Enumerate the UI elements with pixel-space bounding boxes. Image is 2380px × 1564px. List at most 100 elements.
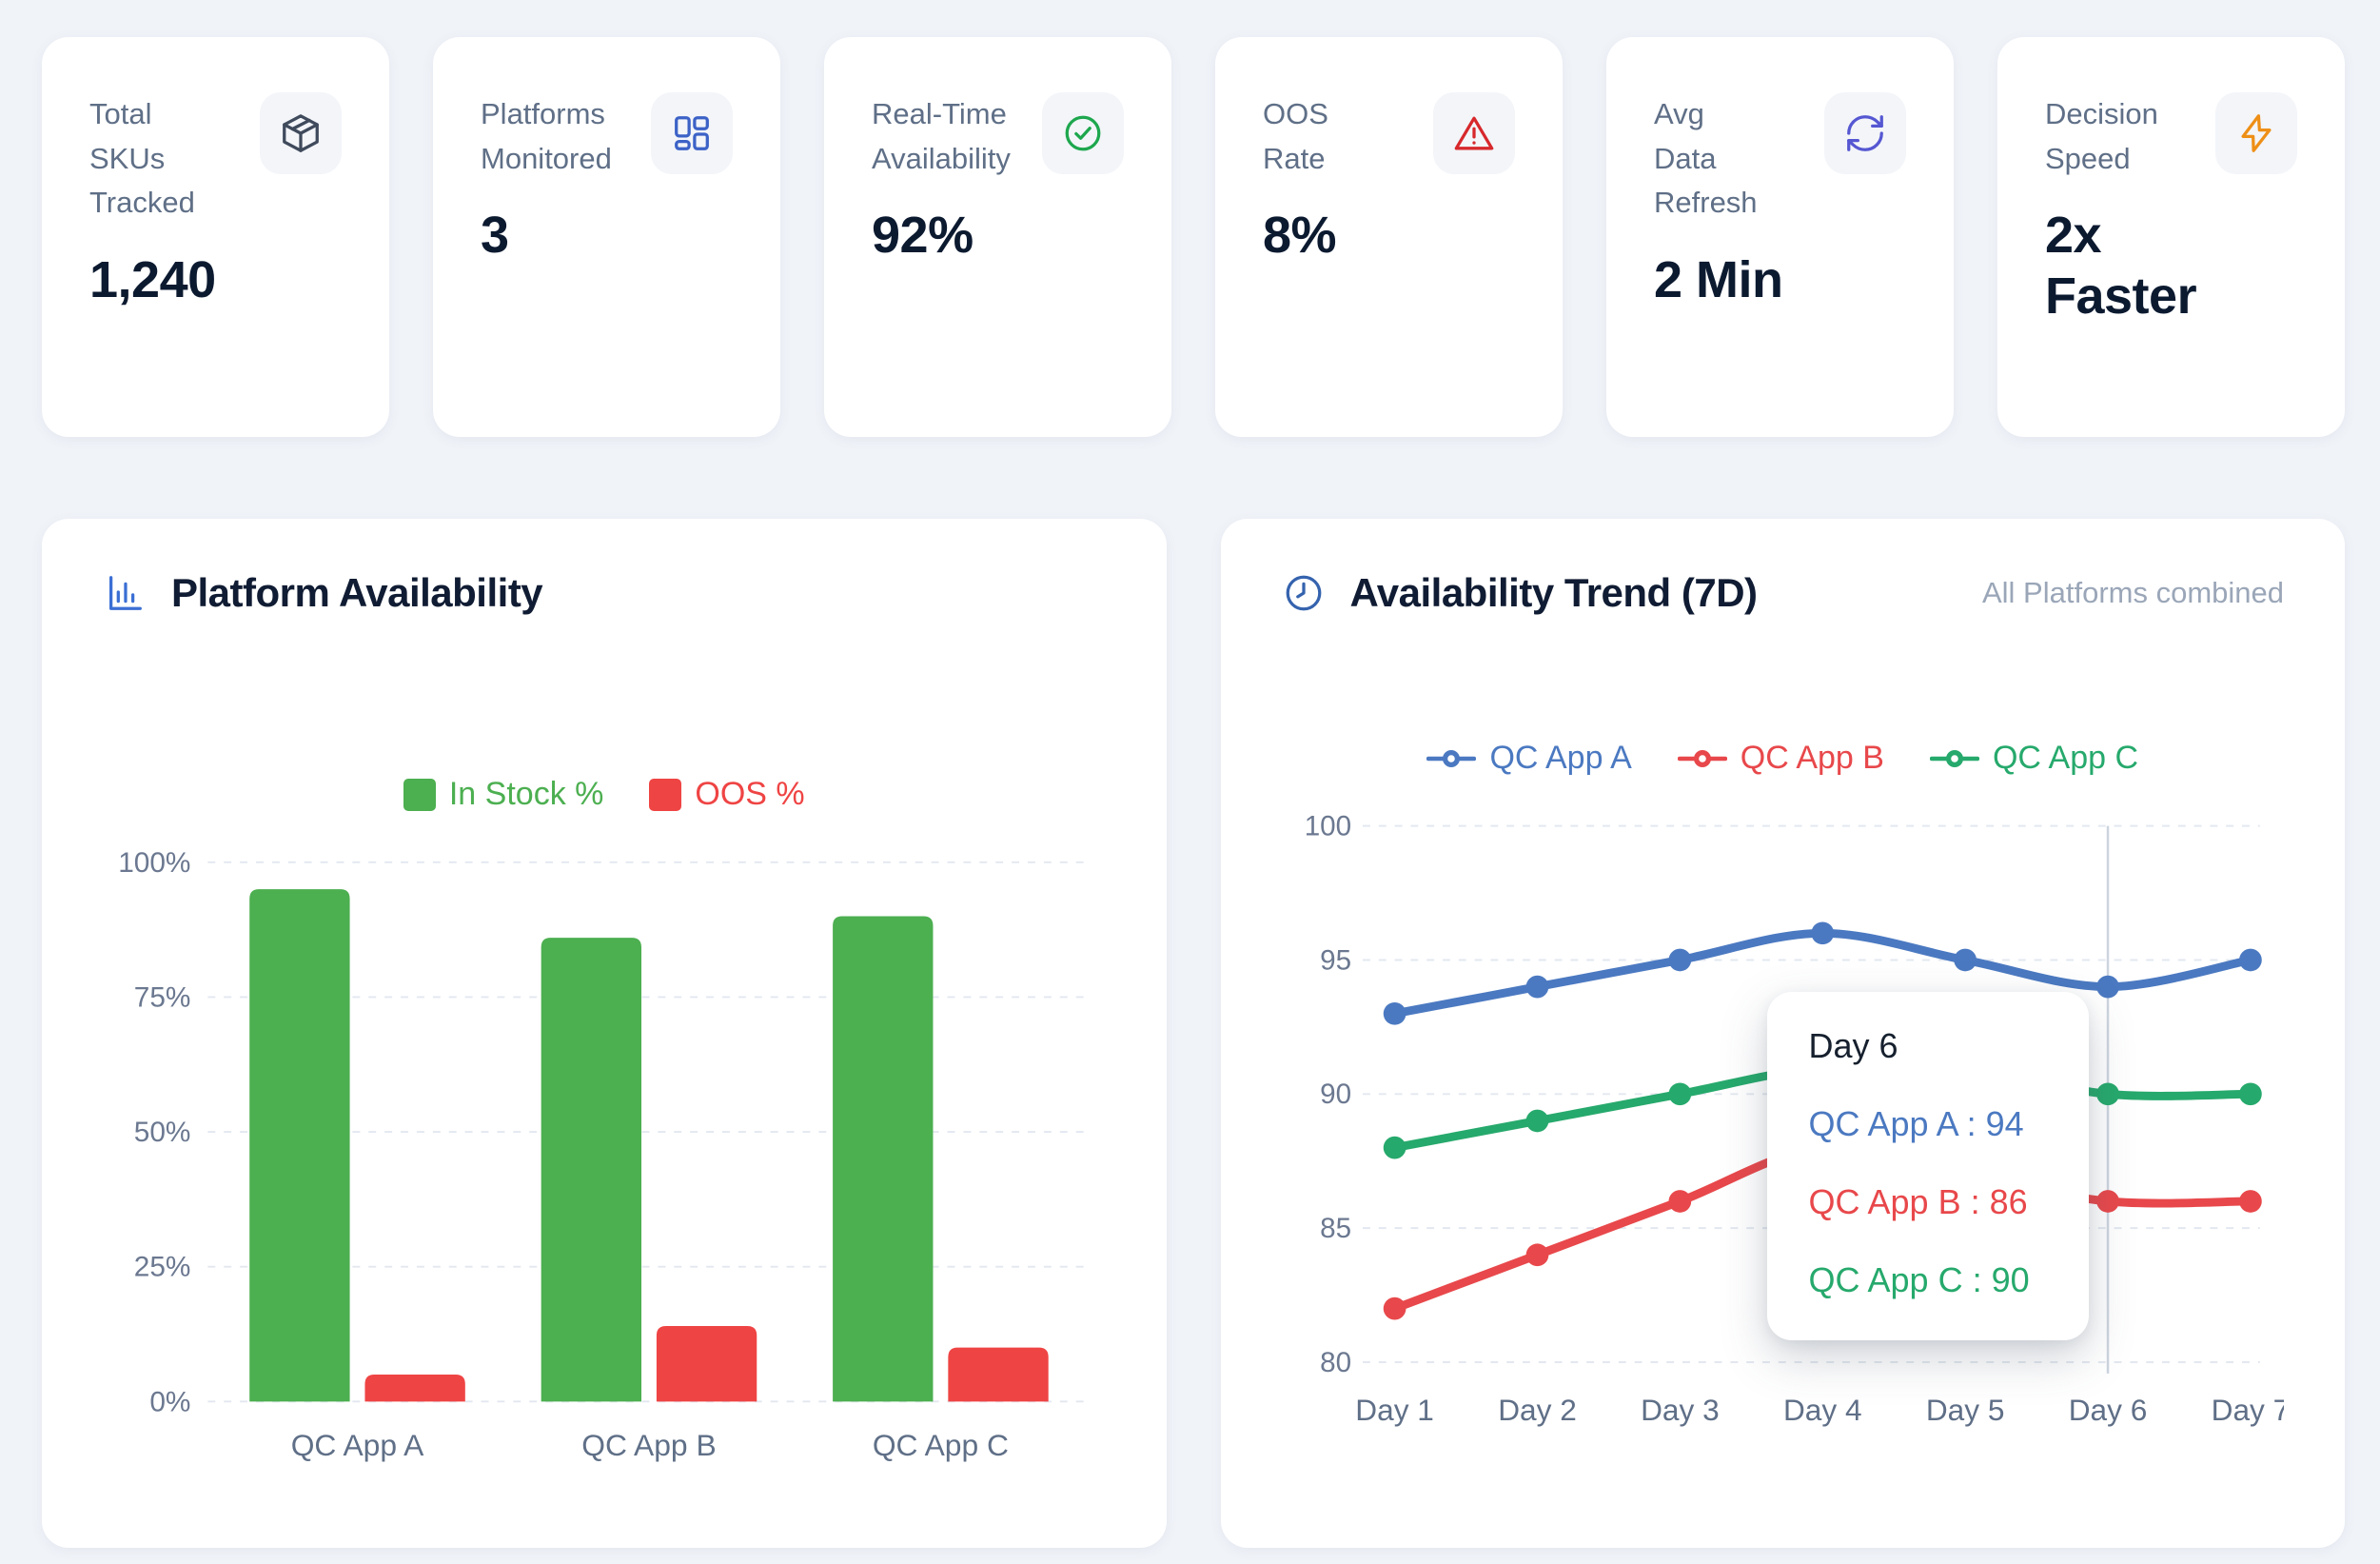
kpi-label-platforms-monitored: Platforms Monitored — [481, 97, 612, 175]
legend-item-qc-app-c[interactable]: QC App C — [1929, 740, 2139, 777]
point-qc-app-a-day-4[interactable] — [1810, 921, 1834, 945]
kpi-value-total-skus-tracked: 1,240 — [89, 250, 216, 308]
legend-item-qc-app-a[interactable]: QC App A — [1426, 740, 1632, 777]
kpi-label-total-skus-tracked: Total SKUs Tracked — [89, 97, 195, 219]
x-axis-label-day-3: Day 3 — [1641, 1393, 1720, 1427]
point-qc-app-a-day-3[interactable] — [1668, 948, 1691, 972]
legend-item-oos[interactable]: OOS % — [649, 776, 805, 813]
charts-row: Platform Availability In Stock % OOS % 0%… — [42, 519, 2345, 1548]
kpi-icon-chip — [260, 92, 342, 174]
legend-label: QC App C — [1992, 740, 2139, 776]
kpi-top: Avg Data Refresh — [1654, 92, 1906, 226]
kpi-icon-chip — [1824, 92, 1906, 174]
x-axis-label-day-6: Day 6 — [2068, 1393, 2147, 1427]
kpi-card-oos-rate: OOS Rate 8% — [1215, 37, 1563, 437]
x-axis-label-day-5: Day 5 — [1925, 1393, 2004, 1427]
kpi-value-avg-data-refresh: 2 Min — [1654, 250, 1783, 308]
bar-oos-qc-app-b[interactable] — [656, 1326, 757, 1402]
x-axis-label-day-1: Day 1 — [1355, 1393, 1434, 1427]
legend-item-in-stock[interactable]: In Stock % — [403, 776, 604, 813]
kpi-value-real-time-availability: 92% — [872, 207, 974, 264]
kpi-row: Total SKUs Tracked 1,240 Platforms Monitor… — [42, 37, 2345, 437]
tooltip-rows: QC App A : 94 QC App B : 86 QC App C : 90 — [1809, 1104, 2047, 1300]
kpi-top: Real-Time Availability — [872, 92, 1124, 181]
y-tick-label: 75% — [134, 981, 191, 1013]
kpi-card-platforms-monitored: Platforms Monitored 3 — [433, 37, 780, 437]
kpi-value-oos-rate: 8% — [1263, 207, 1337, 264]
point-qc-app-a-day-1[interactable] — [1383, 1001, 1406, 1025]
point-qc-app-b-day-2[interactable] — [1525, 1243, 1548, 1267]
kpi-top: Decision Speed — [2045, 92, 2297, 181]
x-axis-label-day-7: Day 7 — [2211, 1393, 2284, 1427]
bar-in-stock-qc-app-b[interactable] — [541, 938, 642, 1402]
x-axis-label-qc-app-b: QC App B — [581, 1428, 716, 1462]
chart-card-platform-availability: Platform Availability In Stock % OOS % 0%… — [42, 519, 1167, 1548]
bar-chart-legend: In Stock % OOS % — [103, 776, 1106, 813]
legend-item-qc-app-b[interactable]: QC App B — [1677, 740, 1884, 777]
grid-icon — [670, 111, 714, 155]
line-chart-wrap: 80 85 90 95 100 Day 1 Day 2 Day 3 Day 4 Day 5 Day … — [1282, 798, 2284, 1456]
legend-label: OOS % — [695, 776, 805, 812]
point-qc-app-c-day-6[interactable] — [2095, 1082, 2119, 1106]
y-tick-label: 90 — [1320, 1079, 1351, 1110]
point-qc-app-c-day-2[interactable] — [1525, 1109, 1548, 1133]
point-qc-app-a-day-7[interactable] — [2238, 948, 2262, 972]
chart-card-availability-trend: Availability Trend (7D) All Platforms co… — [1220, 519, 2345, 1548]
point-qc-app-c-day-7[interactable] — [2238, 1082, 2262, 1106]
line-legend-marker — [1426, 749, 1477, 767]
y-tick-label: 50% — [134, 1117, 191, 1148]
point-qc-app-b-day-6[interactable] — [2095, 1190, 2119, 1213]
platform-availability-chart[interactable]: 0% 25% 50% 75% 100% QC App A QC App B QC App C — [103, 834, 1106, 1496]
y-tick-label: 100% — [118, 847, 190, 879]
kpi-top: Platforms Monitored — [481, 92, 733, 181]
legend-swatch-oos — [649, 778, 682, 811]
kpi-card-total-skus-tracked: Total SKUs Tracked 1,240 — [42, 37, 389, 437]
kpi-card-real-time-availability: Real-Time Availability 92% — [824, 37, 1171, 437]
y-tick-label: 25% — [134, 1252, 191, 1283]
point-qc-app-c-day-1[interactable] — [1383, 1136, 1406, 1159]
kpi-value-decision-speed: 2x Faster — [2045, 207, 2197, 325]
kpi-label-avg-data-refresh: Avg Data Refresh — [1654, 97, 1758, 219]
line-legend-marker — [1929, 749, 1979, 767]
bar-in-stock-qc-app-a[interactable] — [249, 889, 350, 1402]
kpi-label-oos-rate: OOS Rate — [1263, 97, 1328, 175]
point-qc-app-a-day-6[interactable] — [2095, 975, 2119, 999]
kpi-icon-chip — [651, 92, 733, 174]
point-qc-app-a-day-5[interactable] — [1953, 948, 1977, 972]
kpi-top: OOS Rate — [1263, 92, 1515, 181]
x-axis-label-qc-app-a: QC App A — [291, 1428, 424, 1462]
availability-trend-header: Availability Trend (7D) All Platforms co… — [1282, 570, 2284, 616]
platform-availability-title: Platform Availability — [171, 570, 543, 615]
y-tick-label: 80 — [1320, 1347, 1351, 1378]
point-qc-app-a-day-2[interactable] — [1525, 975, 1548, 999]
alert-triangle-icon — [1452, 111, 1496, 155]
point-qc-app-b-day-3[interactable] — [1668, 1190, 1691, 1213]
point-qc-app-b-day-1[interactable] — [1383, 1297, 1406, 1320]
bar-chart-wrap: 0% 25% 50% 75% 100% QC App A QC App B QC App C — [103, 834, 1106, 1496]
x-axis-label-day-2: Day 2 — [1498, 1393, 1577, 1427]
bar-oos-qc-app-c[interactable] — [948, 1347, 1049, 1402]
legend-label: In Stock % — [448, 776, 604, 812]
legend-label: QC App B — [1740, 740, 1884, 776]
legend-label: QC App A — [1489, 740, 1632, 776]
point-qc-app-c-day-3[interactable] — [1668, 1082, 1691, 1106]
bar-in-stock-qc-app-c[interactable] — [833, 916, 934, 1402]
bar-oos-qc-app-a[interactable] — [364, 1374, 465, 1402]
kpi-card-avg-data-refresh: Avg Data Refresh 2 Min — [1606, 37, 1954, 437]
kpi-icon-chip — [2215, 92, 2297, 174]
tooltip-row-qc-app-c: QC App C : 90 — [1808, 1260, 2030, 1299]
y-tick-label: 100 — [1304, 811, 1350, 842]
chart-tooltip: Day 6 QC App A : 94 QC App B : 86 QC App C… — [1766, 992, 2089, 1340]
y-tick-label: 0% — [149, 1386, 190, 1417]
availability-trend-title: Availability Trend (7D) — [1349, 570, 1759, 615]
kpi-card-decision-speed: Decision Speed 2x Faster — [1997, 37, 2345, 437]
check-circle-icon — [1061, 111, 1105, 155]
point-qc-app-b-day-7[interactable] — [2238, 1190, 2262, 1213]
availability-trend-subtitle: All Platforms combined — [1981, 576, 2284, 609]
legend-swatch-in-stock — [403, 778, 436, 811]
line-chart-legend: QC App A QC App B QC App C — [1282, 740, 2285, 777]
x-axis-label-qc-app-c: QC App C — [873, 1428, 1009, 1462]
clock-icon — [1282, 571, 1326, 615]
tooltip-title: Day 6 — [1808, 1026, 1898, 1065]
